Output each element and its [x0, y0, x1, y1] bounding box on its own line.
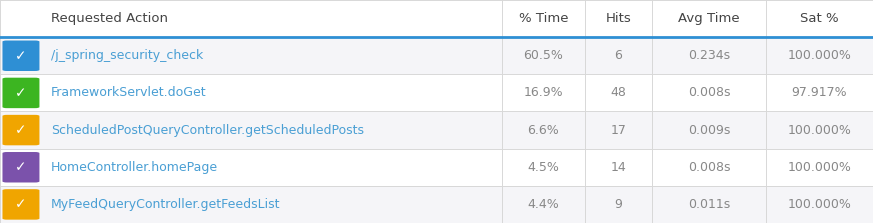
FancyBboxPatch shape	[3, 189, 39, 220]
Text: Avg Time: Avg Time	[678, 12, 739, 25]
Text: /j_spring_security_check: /j_spring_security_check	[51, 49, 203, 62]
Text: 0.011s: 0.011s	[688, 198, 730, 211]
Text: 6.6%: 6.6%	[527, 124, 560, 136]
Text: ✓: ✓	[15, 160, 27, 174]
Text: 6: 6	[615, 49, 622, 62]
Text: Hits: Hits	[606, 12, 631, 25]
Text: ✓: ✓	[15, 123, 27, 137]
FancyBboxPatch shape	[3, 41, 39, 71]
FancyBboxPatch shape	[3, 78, 39, 108]
Text: % Time: % Time	[519, 12, 568, 25]
Text: 100.000%: 100.000%	[787, 161, 851, 174]
Text: ✓: ✓	[15, 49, 27, 63]
Text: 100.000%: 100.000%	[787, 49, 851, 62]
Text: 0.009s: 0.009s	[688, 124, 730, 136]
Text: 9: 9	[615, 198, 622, 211]
Text: Sat %: Sat %	[800, 12, 839, 25]
Text: 0.008s: 0.008s	[688, 87, 730, 99]
Text: MyFeedQueryController.getFeedsList: MyFeedQueryController.getFeedsList	[51, 198, 280, 211]
Text: 16.9%: 16.9%	[524, 87, 563, 99]
Text: 17: 17	[610, 124, 627, 136]
Bar	[0, 74, 873, 112]
Text: HomeController.homePage: HomeController.homePage	[51, 161, 217, 174]
Bar	[0, 186, 873, 223]
Text: ✓: ✓	[15, 197, 27, 211]
Text: ScheduledPostQueryController.getScheduledPosts: ScheduledPostQueryController.getSchedule…	[51, 124, 364, 136]
Bar	[0, 0, 873, 37]
Text: FrameworkServlet.doGet: FrameworkServlet.doGet	[51, 87, 206, 99]
Text: 97.917%: 97.917%	[792, 87, 847, 99]
Text: 0.234s: 0.234s	[688, 49, 730, 62]
Text: 60.5%: 60.5%	[524, 49, 563, 62]
Text: 14: 14	[610, 161, 627, 174]
FancyBboxPatch shape	[3, 115, 39, 145]
Text: 48: 48	[610, 87, 627, 99]
Text: ✓: ✓	[15, 86, 27, 100]
Text: Requested Action: Requested Action	[51, 12, 168, 25]
Text: 100.000%: 100.000%	[787, 198, 851, 211]
FancyBboxPatch shape	[3, 152, 39, 182]
Text: 100.000%: 100.000%	[787, 124, 851, 136]
Bar	[0, 149, 873, 186]
Text: 0.008s: 0.008s	[688, 161, 730, 174]
Bar	[0, 112, 873, 149]
Text: 4.5%: 4.5%	[527, 161, 560, 174]
Text: 4.4%: 4.4%	[527, 198, 560, 211]
Bar	[0, 37, 873, 74]
